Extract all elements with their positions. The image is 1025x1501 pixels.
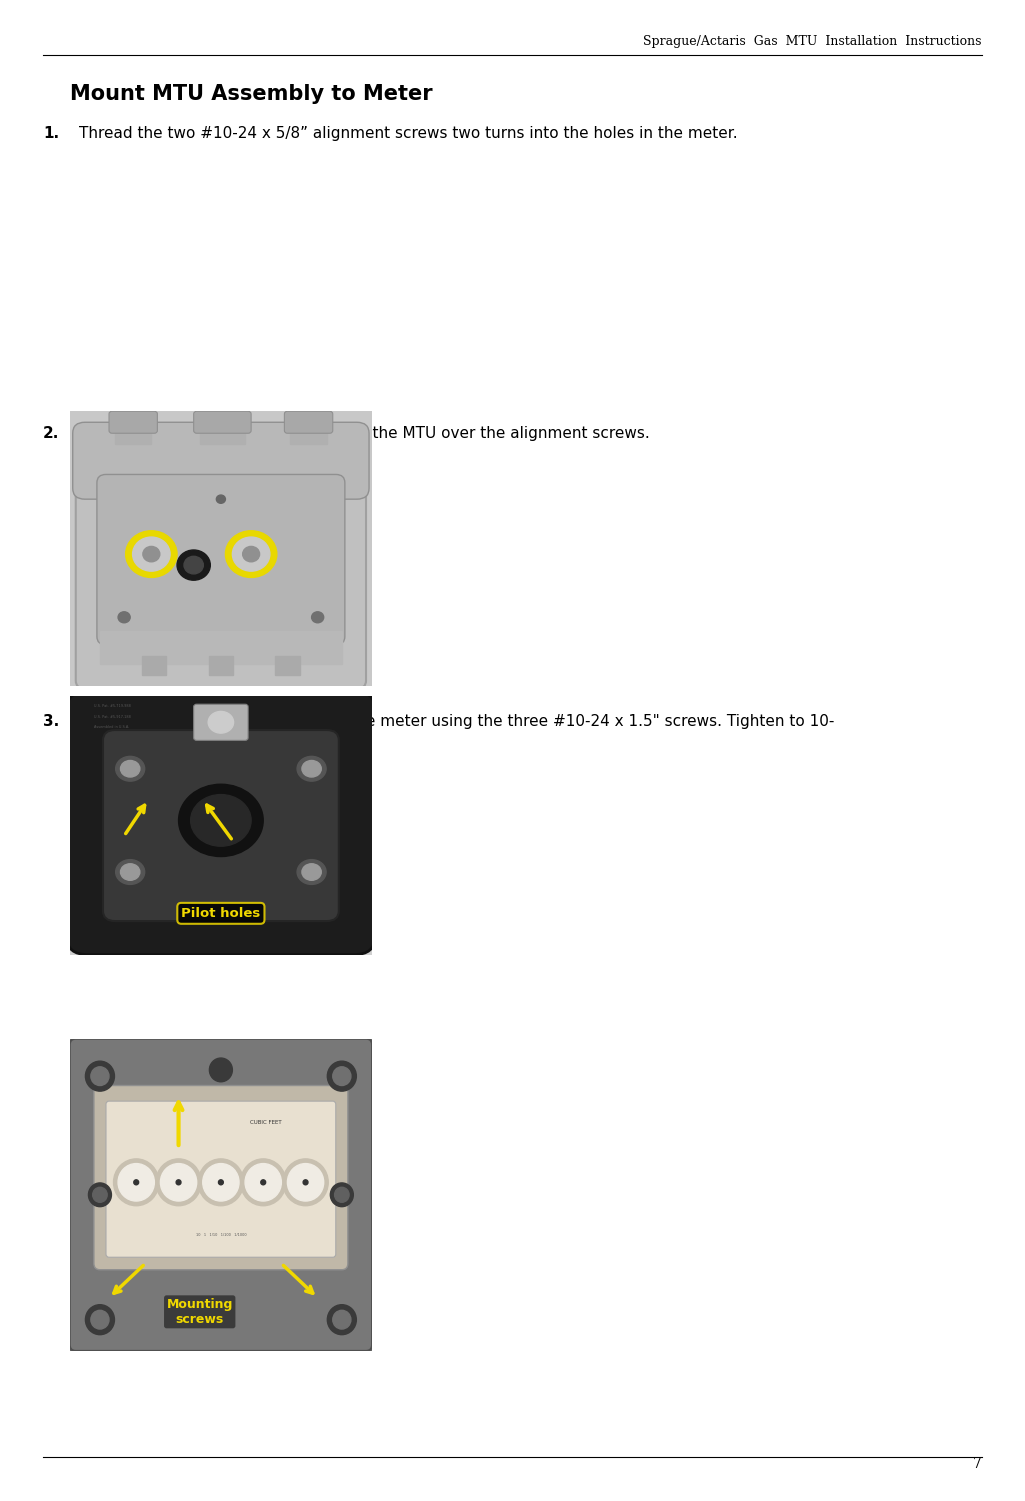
Circle shape — [209, 1058, 233, 1082]
Text: 12 inch-pounds.: 12 inch-pounds. — [79, 738, 202, 754]
FancyBboxPatch shape — [106, 1102, 336, 1258]
Circle shape — [203, 1163, 239, 1201]
Circle shape — [91, 1067, 109, 1085]
Circle shape — [91, 1310, 109, 1328]
Circle shape — [226, 531, 277, 578]
FancyBboxPatch shape — [194, 704, 248, 740]
FancyBboxPatch shape — [94, 1085, 347, 1270]
Bar — [209, 656, 233, 675]
FancyBboxPatch shape — [70, 1039, 372, 1351]
Circle shape — [312, 612, 324, 623]
Circle shape — [233, 537, 270, 572]
Text: CUBIC FEET: CUBIC FEET — [250, 1120, 282, 1126]
Circle shape — [245, 1163, 281, 1201]
Circle shape — [283, 1159, 328, 1205]
Circle shape — [191, 794, 251, 847]
Circle shape — [116, 757, 145, 781]
Circle shape — [184, 557, 203, 573]
Circle shape — [327, 1304, 357, 1334]
FancyBboxPatch shape — [109, 411, 158, 434]
Circle shape — [177, 549, 210, 581]
Circle shape — [126, 531, 177, 578]
FancyBboxPatch shape — [76, 438, 366, 689]
Circle shape — [114, 1159, 159, 1205]
FancyBboxPatch shape — [67, 692, 375, 955]
Circle shape — [297, 860, 326, 884]
Circle shape — [121, 761, 139, 778]
Circle shape — [241, 1159, 286, 1205]
Circle shape — [333, 1310, 351, 1328]
Circle shape — [243, 546, 259, 561]
Text: Position the pilot holes on the back of the MTU over the alignment screws.: Position the pilot holes on the back of … — [79, 426, 650, 441]
Circle shape — [178, 784, 263, 857]
Circle shape — [198, 1159, 244, 1205]
Circle shape — [334, 1187, 350, 1202]
Circle shape — [330, 1183, 354, 1207]
Text: 3.: 3. — [43, 714, 59, 729]
Bar — [200, 417, 245, 444]
Text: Mounting
screws: Mounting screws — [166, 1298, 233, 1325]
Bar — [276, 656, 299, 675]
Circle shape — [121, 863, 139, 880]
FancyBboxPatch shape — [194, 411, 251, 434]
Circle shape — [116, 860, 145, 884]
Circle shape — [92, 1187, 108, 1202]
Circle shape — [216, 495, 226, 503]
Circle shape — [260, 1180, 265, 1184]
Circle shape — [303, 1180, 308, 1184]
Circle shape — [204, 708, 238, 737]
Circle shape — [85, 1304, 115, 1334]
Circle shape — [118, 1163, 155, 1201]
Text: Sprague/Actaris  Gas  MTU  Installation  Instructions: Sprague/Actaris Gas MTU Installation Ins… — [644, 35, 982, 48]
Circle shape — [134, 1180, 138, 1184]
FancyBboxPatch shape — [73, 422, 369, 500]
Text: U.S. Pat. #5,719,988: U.S. Pat. #5,719,988 — [94, 704, 131, 708]
Circle shape — [297, 757, 326, 781]
Text: 2.: 2. — [43, 426, 59, 441]
Text: Mount MTU Assembly to Meter: Mount MTU Assembly to Meter — [70, 84, 433, 104]
Circle shape — [327, 1061, 357, 1091]
Circle shape — [333, 1067, 351, 1085]
Text: 7: 7 — [973, 1457, 982, 1471]
Circle shape — [176, 1180, 181, 1184]
Circle shape — [142, 546, 160, 561]
Circle shape — [208, 711, 234, 732]
Circle shape — [218, 1180, 223, 1184]
Text: Pilot holes: Pilot holes — [181, 907, 260, 920]
FancyBboxPatch shape — [102, 729, 339, 922]
Bar — [290, 417, 327, 444]
Circle shape — [88, 1183, 112, 1207]
Text: Secure the MTU/index assembly to the meter using the three #10-24 x 1.5" screws.: Secure the MTU/index assembly to the met… — [79, 714, 834, 729]
Text: Assembled in U.S.A.: Assembled in U.S.A. — [94, 725, 129, 729]
Text: Thread the two #10-24 x 5/8” alignment screws two turns into the holes in the me: Thread the two #10-24 x 5/8” alignment s… — [79, 126, 738, 141]
Circle shape — [132, 537, 170, 572]
Circle shape — [287, 1163, 324, 1201]
Text: 10   1   1/10   1/100   1/1000: 10 1 1/10 1/100 1/1000 — [196, 1234, 246, 1237]
Bar — [142, 656, 166, 675]
Circle shape — [302, 863, 321, 880]
Circle shape — [118, 612, 130, 623]
FancyBboxPatch shape — [97, 474, 344, 645]
Bar — [85, 438, 357, 471]
Circle shape — [302, 761, 321, 778]
Text: 1.: 1. — [43, 126, 59, 141]
FancyBboxPatch shape — [284, 411, 333, 434]
Bar — [115, 417, 152, 444]
Circle shape — [161, 1163, 197, 1201]
Circle shape — [85, 1061, 115, 1091]
Text: U.S. Pat. #5,917,188: U.S. Pat. #5,917,188 — [94, 714, 131, 719]
Circle shape — [156, 1159, 201, 1205]
Bar — [100, 630, 341, 663]
FancyBboxPatch shape — [51, 681, 391, 970]
